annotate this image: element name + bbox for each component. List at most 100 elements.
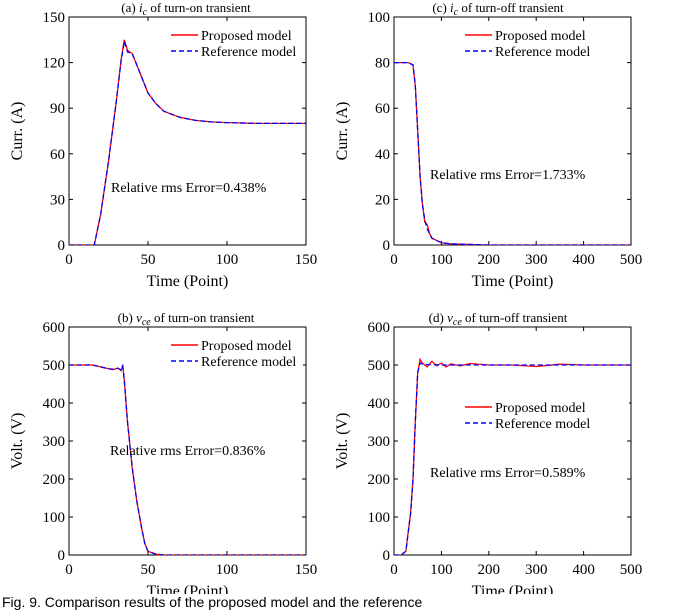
error-annotation: Relative rms Error=0.438%	[111, 181, 267, 196]
y-tick-label: 600	[368, 320, 391, 336]
legend-label-proposed: Proposed model	[201, 339, 292, 354]
panel-title: (a) ic of turn-on transient	[121, 0, 251, 18]
y-tick-label: 100	[368, 10, 391, 26]
error-annotation: Relative rms Error=0.836%	[110, 444, 266, 459]
y-tick-label: 120	[43, 56, 66, 72]
legend-box	[462, 398, 629, 432]
x-axis-label: Time (Point)	[472, 273, 554, 290]
title-subscript: ce	[453, 317, 462, 328]
x-tick-label: 500	[620, 252, 643, 268]
x-tick-label: 100	[216, 252, 239, 268]
series-reference-line	[69, 41, 306, 245]
x-tick-label: 400	[572, 252, 595, 268]
x-tick-label: 200	[478, 562, 501, 578]
legend-box	[168, 336, 303, 370]
title-suffix: of turn-on transient	[147, 0, 251, 15]
title-prefix: (d)	[429, 310, 447, 325]
title-subscript: ce	[142, 317, 151, 328]
axes-box	[393, 326, 632, 556]
legend-box	[462, 26, 629, 60]
x-tick-label: 400	[572, 562, 595, 578]
y-tick-label: 200	[368, 472, 391, 488]
error-annotation: Relative rms Error=1.733%	[430, 168, 586, 183]
y-tick-label: 30	[50, 192, 65, 208]
x-tick-label: 200	[478, 252, 501, 268]
x-axis-label: Time (Point)	[147, 273, 229, 290]
legend-label-proposed: Proposed model	[495, 29, 586, 44]
series-reference-line	[394, 61, 631, 245]
legend-label-reference: Reference model	[495, 45, 590, 60]
x-axis-label: Time (Point)	[147, 583, 229, 594]
panel-3: 0 50 100 150 0 100 200 300 400 500 600 Time (Point)…	[9, 310, 317, 594]
x-tick-label: 300	[525, 252, 548, 268]
title-suffix: of turn-off transient	[458, 0, 564, 15]
title-variable: i	[139, 0, 143, 15]
panel-title: (d) vce of turn-off transient	[429, 310, 568, 328]
series-reference-line	[394, 362, 631, 555]
y-tick-label: 60	[50, 147, 65, 163]
series-reference-line	[69, 363, 306, 555]
y-tick-label: 600	[43, 320, 66, 336]
legend-label-reference: Reference model	[495, 417, 590, 432]
title-variable: v	[447, 310, 453, 325]
x-tick-label: 300	[525, 562, 548, 578]
y-tick-label: 20	[375, 192, 390, 208]
title-variable: v	[136, 310, 142, 325]
y-tick-label: 60	[375, 101, 390, 117]
y-tick-label: 500	[43, 358, 66, 374]
title-prefix: (b)	[118, 310, 136, 325]
title-suffix: of turn-on transient	[151, 310, 255, 325]
panel-title: (b) vce of turn-on transient	[118, 310, 255, 328]
y-tick-label: 0	[58, 548, 66, 564]
panel-2: 0 100 200 300 400 500 0 20 40 60 80 100 Time (Point)…	[334, 0, 642, 290]
y-tick-label: 300	[43, 434, 66, 450]
x-tick-label: 50	[141, 252, 156, 268]
x-tick-label: 150	[295, 562, 318, 578]
y-tick-label: 90	[50, 101, 65, 117]
y-tick-label: 0	[58, 238, 66, 254]
y-tick-label: 40	[375, 147, 390, 163]
x-tick-label: 0	[390, 252, 398, 268]
legend-label-reference: Reference model	[201, 45, 296, 60]
error-annotation: Relative rms Error=0.589%	[430, 466, 586, 481]
legend-box	[168, 26, 303, 60]
panel-title: (c) ic of turn-off transient	[432, 0, 564, 18]
title-suffix: of turn-off transient	[462, 310, 568, 325]
y-axis-label: Volt. (V)	[9, 413, 26, 470]
y-tick-label: 100	[43, 510, 66, 526]
x-tick-label: 150	[295, 252, 318, 268]
legend-label-reference: Reference model	[201, 355, 296, 370]
y-tick-label: 150	[43, 10, 66, 26]
figure-caption: Fig. 9. Comparison results of the propos…	[2, 594, 423, 610]
x-tick-label: 500	[620, 562, 643, 578]
y-tick-label: 0	[383, 548, 391, 564]
y-tick-label: 80	[375, 56, 390, 72]
title-prefix: (a)	[121, 0, 139, 15]
y-tick-label: 400	[43, 396, 66, 412]
figure-canvas: 0 50 100 150 0 30 60 90 120 150 Time (Point) Curr. …	[9, 0, 642, 594]
y-tick-label: 0	[383, 238, 391, 254]
title-subscript: c	[454, 7, 459, 18]
x-tick-label: 0	[65, 252, 73, 268]
x-axis-label: Time (Point)	[472, 583, 554, 594]
x-tick-label: 50	[141, 562, 156, 578]
y-tick-label: 300	[368, 434, 391, 450]
panel-1: 0 50 100 150 0 30 60 90 120 150 Time (Point) Curr. …	[9, 0, 317, 290]
y-tick-label: 400	[368, 396, 391, 412]
y-tick-label: 200	[43, 472, 66, 488]
legend-label-proposed: Proposed model	[495, 401, 586, 416]
x-tick-label: 100	[216, 562, 239, 578]
x-tick-label: 100	[430, 562, 453, 578]
y-tick-label: 500	[368, 358, 391, 374]
x-tick-label: 0	[390, 562, 398, 578]
title-subscript: c	[143, 7, 148, 18]
y-axis-label: Volt. (V)	[334, 413, 351, 470]
x-tick-label: 100	[430, 252, 453, 268]
title-prefix: (c)	[432, 0, 450, 15]
y-axis-label: Curr. (A)	[9, 102, 26, 161]
y-axis-label: Curr. (A)	[334, 102, 351, 161]
panel-4: 0 100 200 300 400 500 0 100 200 300 400 500 600 Time …	[334, 310, 642, 594]
